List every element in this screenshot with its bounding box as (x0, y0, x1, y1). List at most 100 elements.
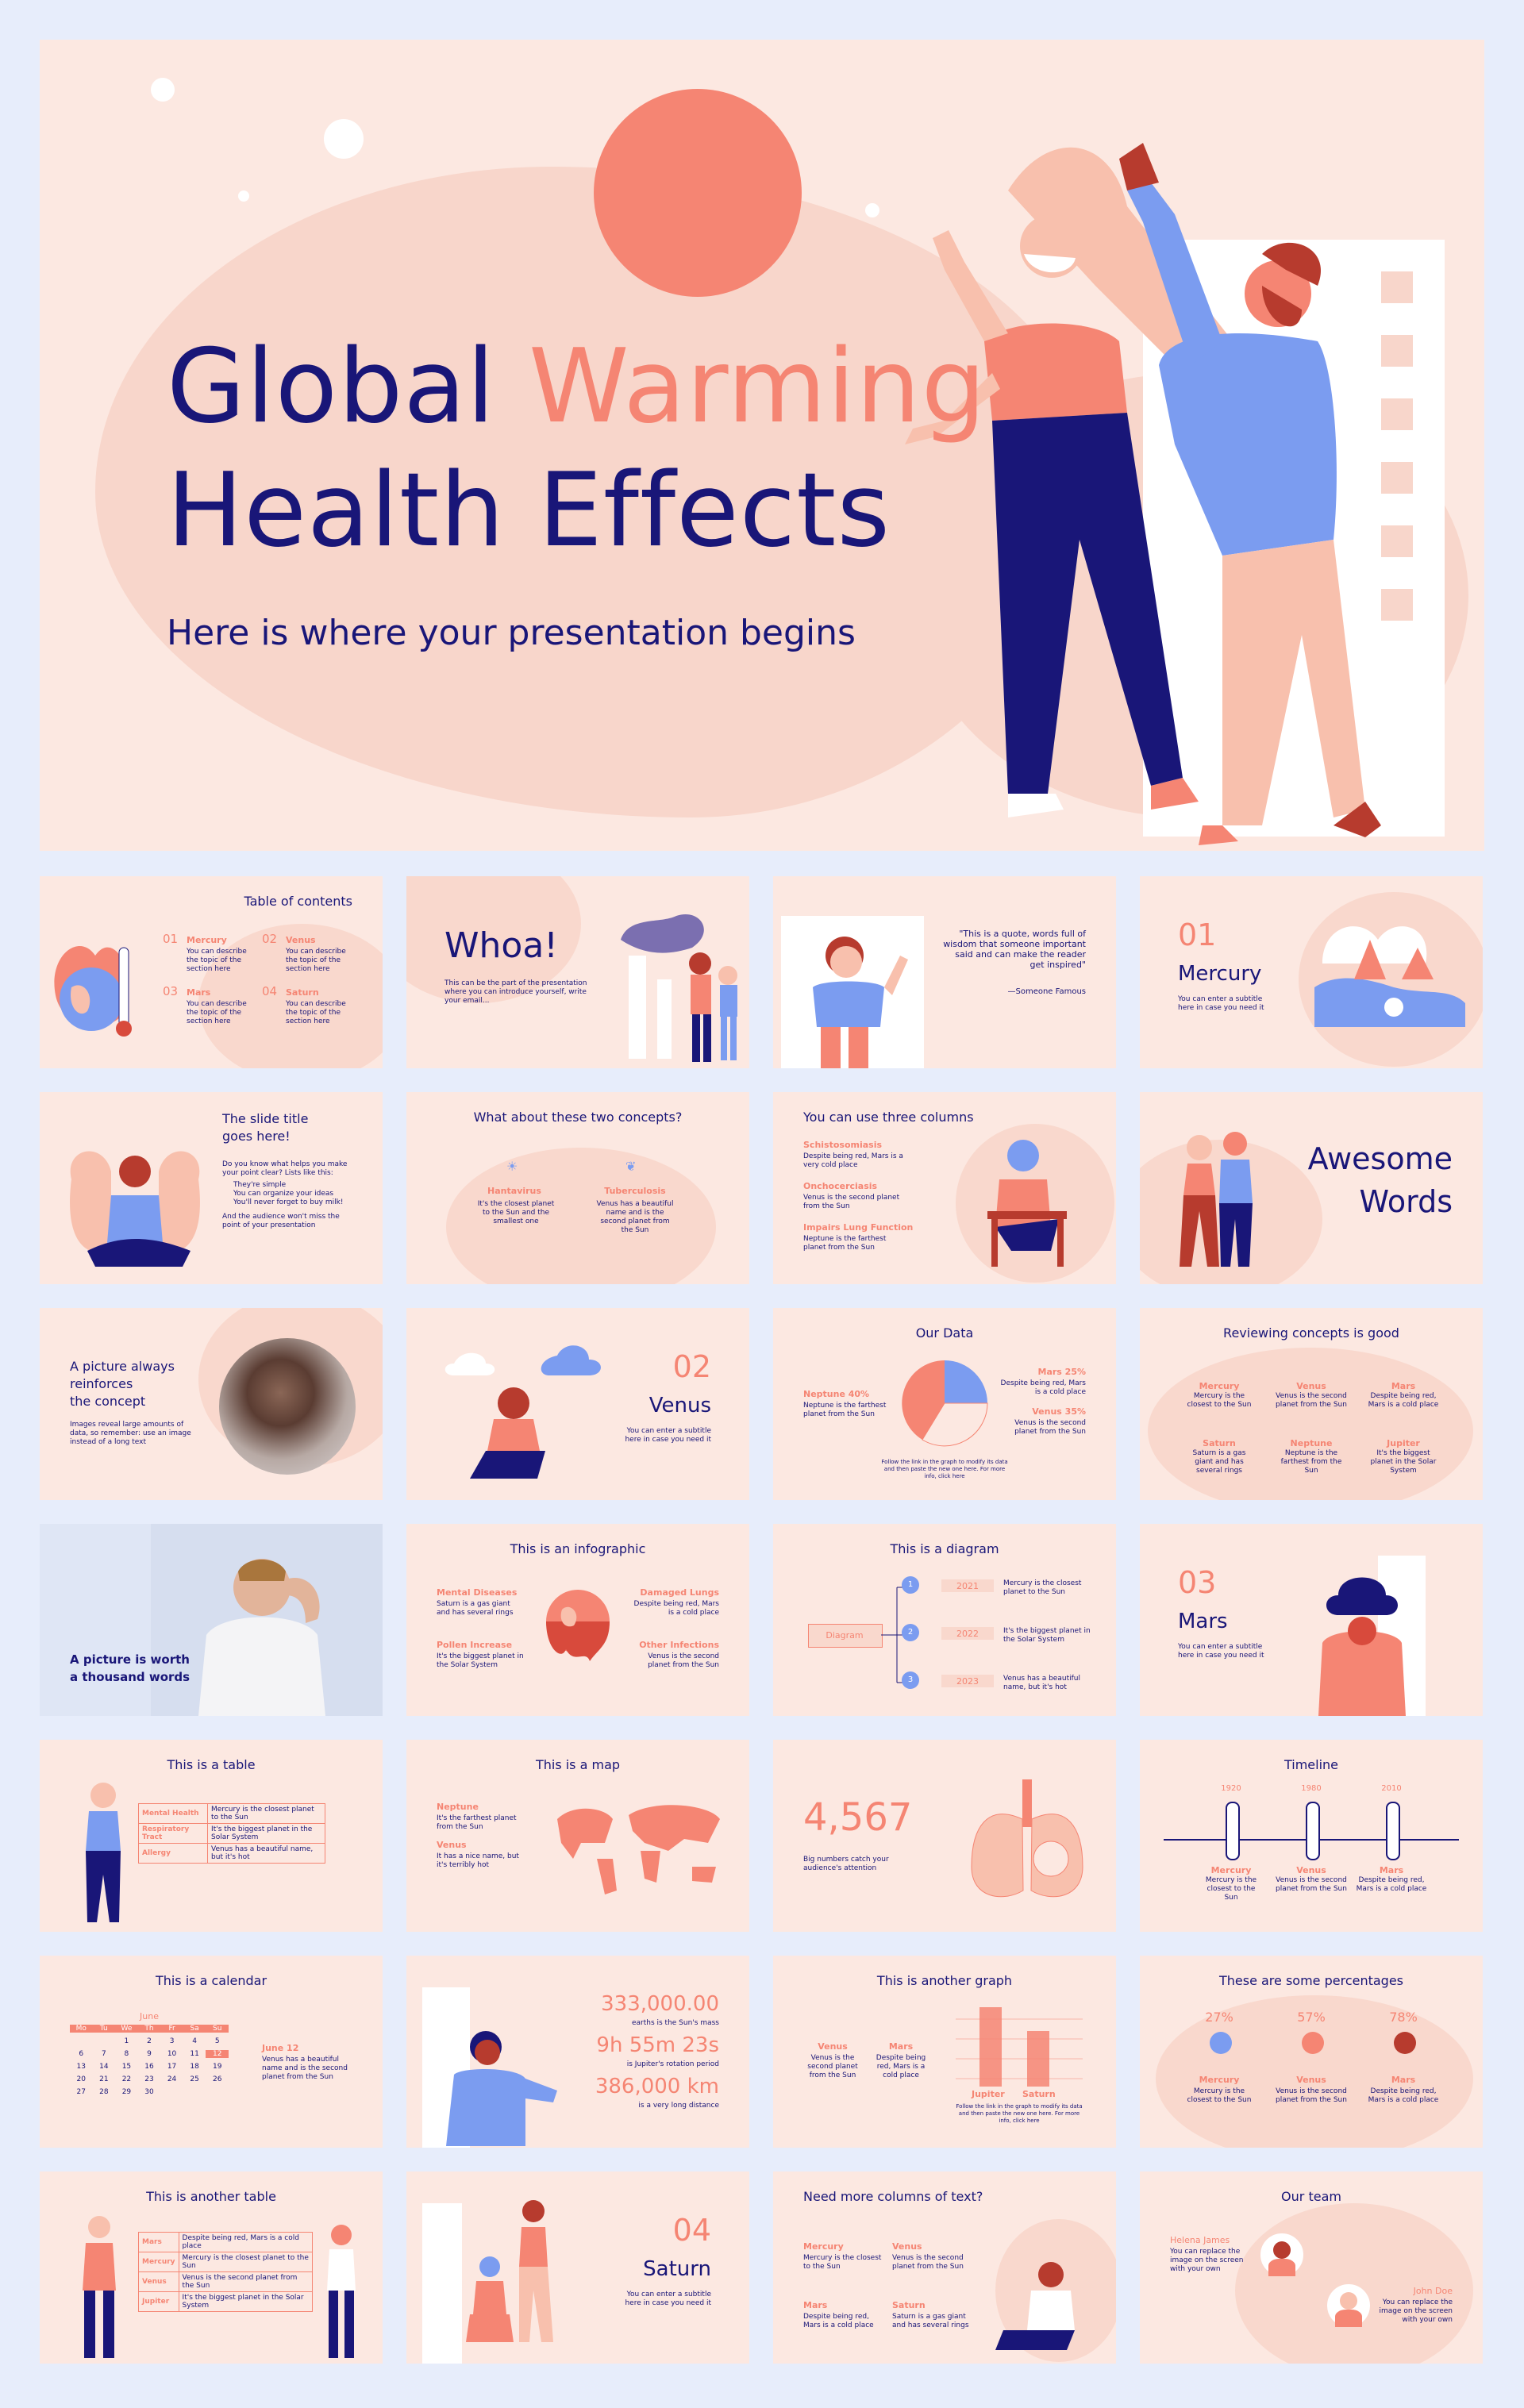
calendar-day[interactable]: 4 (192, 2037, 197, 2045)
calendar-day[interactable]: 22 (121, 2075, 132, 2083)
slide-table[interactable]: This is a table Mental Health Mercury is … (40, 1740, 383, 1932)
calendar-day[interactable]: 1 (124, 2037, 129, 2045)
calendar-day[interactable]: 18 (190, 2063, 199, 2071)
calendar-day[interactable] (183, 2088, 206, 2096)
slide-percentages[interactable]: These are some percentages 27% 57% 78% M… (1140, 1956, 1483, 2148)
slide-map[interactable]: This is a map Neptune It's the farthest … (406, 1740, 749, 1932)
calendar-day[interactable]: 16 (144, 2063, 154, 2071)
slide-picture-concept[interactable]: A picture always reinforces the concept … (40, 1308, 383, 1500)
calendar-day-header: Mo (70, 2025, 93, 2033)
sick-woman-chair-illustration (987, 1140, 1067, 1267)
calendar-day[interactable]: 7 (101, 2050, 106, 2058)
data-table: Mental Health Mercury is the closest plan… (137, 1803, 325, 1864)
earth-icon (1394, 2032, 1416, 2054)
slide-two-concepts[interactable]: What about these two concepts? ☀ ❦ Hanta… (406, 1092, 749, 1284)
wildfire-illustration (1314, 926, 1465, 1027)
calendar-day[interactable]: 19 (212, 2063, 222, 2071)
calendar-day[interactable]: 14 (99, 2063, 109, 2071)
calendar-day[interactable]: 12 (206, 2050, 229, 2058)
toc-item-venus[interactable]: Venus (286, 935, 316, 945)
calendar-day[interactable]: 8 (124, 2050, 129, 2058)
table-row: Jupiter It's the biggest planet in the So… (138, 2291, 314, 2312)
calendar-day[interactable]: 5 (214, 2037, 220, 2045)
slide-our-data[interactable]: Our Data Neptune 40% Neptune is the fart… (773, 1308, 1116, 1500)
calendar-day[interactable]: 15 (121, 2063, 132, 2071)
world-map (557, 1805, 720, 1894)
calendar-day[interactable] (206, 2088, 229, 2096)
calendar-day[interactable] (70, 2037, 93, 2045)
slide-our-team[interactable]: Our team Helena James You can replace th… (1140, 2171, 1483, 2364)
man-with-mask-illustration (83, 2216, 116, 2358)
woman-with-mask-illustration (327, 2225, 356, 2358)
slide-reviewing-concepts[interactable]: Reviewing concepts is good Mercury Mercu… (1140, 1308, 1483, 1500)
rain-cloud-illustration (444, 1345, 601, 1479)
calendar-day[interactable]: 23 (144, 2075, 154, 2083)
calendar-day-header: Su (206, 2025, 229, 2033)
slide-three-columns[interactable]: You can use three columns Schistosomiasi… (773, 1092, 1116, 1284)
toc-item-saturn[interactable]: Saturn (286, 987, 319, 998)
slide-calendar[interactable]: This is a calendar June Mo Tu We Th Fr Sa Su 1 2… (40, 1956, 383, 2148)
slide-thousand-words[interactable]: A picture is worth a thousand words (40, 1524, 383, 1716)
factory-people-illustration (621, 914, 737, 1062)
thermometer-icon (1386, 1802, 1400, 1860)
lungs-illustration (971, 1779, 1083, 1898)
table-row: Respiratory Tract It's the biggest planet… (137, 1823, 325, 1844)
calendar-day[interactable]: 25 (190, 2075, 199, 2083)
slide-more-columns[interactable]: Need more columns of text? Mercury Mercu… (773, 2171, 1116, 2364)
calendar-day-header: We (115, 2025, 138, 2033)
slide-infographic[interactable]: This is an infographic Mental Diseases S… (406, 1524, 749, 1716)
avatar (1326, 2283, 1372, 2329)
stressed-man-illustration (1318, 1577, 1406, 1716)
calendar-day[interactable]: 2 (147, 2037, 152, 2045)
couple-illustration (1180, 1132, 1253, 1267)
headache-man-photo (151, 1524, 383, 1716)
calendar-day[interactable]: 3 (169, 2037, 175, 2045)
title-slide[interactable]: Global Warming Health Effects Here is whe… (40, 40, 1484, 851)
calendar-day[interactable]: 10 (167, 2050, 177, 2058)
slide-whoa[interactable]: Whoa! This can be the part of the presen… (406, 876, 749, 1068)
slide-diagram[interactable]: This is a diagram Diagram 1 2 3 2021 202… (773, 1524, 1116, 1716)
slide-section-02[interactable]: 02 Venus You can enter a subtitle here i… (406, 1308, 749, 1500)
calendar-day-header: Tu (92, 2025, 116, 2033)
calendar-day[interactable]: 6 (79, 2050, 84, 2058)
slide-timeline[interactable]: Timeline 1920 1980 2010 Mercury Mercury … (1140, 1740, 1483, 1932)
slide-another-table[interactable]: This is another table Mars Despite being … (40, 2171, 383, 2364)
calendar-day[interactable]: 29 (121, 2088, 132, 2096)
slide-table-of-contents[interactable]: Table of contents 01 Mercury You can des… (40, 876, 383, 1068)
presentation-title: Global Warming Health Effects (167, 328, 987, 570)
calendar-day[interactable]: 28 (99, 2088, 109, 2096)
slide-big-number[interactable]: 4,567 Big numbers catch your audience's … (773, 1740, 1116, 1932)
toc-item-mars[interactable]: Mars (187, 987, 211, 998)
man-thinking-illustration (813, 937, 908, 1068)
slide-another-graph[interactable]: This is another graph Venus Venus is the… (773, 1956, 1116, 2148)
calendar-day[interactable]: 17 (167, 2063, 177, 2071)
calendar-day[interactable]: 9 (147, 2050, 152, 2058)
helping-people-illustration (466, 2200, 553, 2342)
calendar-day[interactable]: 27 (76, 2088, 86, 2096)
calendar-day[interactable]: 13 (76, 2063, 86, 2071)
coughing-man-illustration (446, 2031, 557, 2146)
slide-numbers[interactable]: 333,000.00 earths is the Sun's mass 9h 5… (406, 1956, 749, 2148)
table-row: Mercury Mercury is the closest planet to … (138, 2252, 314, 2272)
calendar-day[interactable]: 30 (144, 2088, 154, 2096)
calendar-day[interactable]: 11 (190, 2050, 199, 2058)
slide-title: Whoa! (444, 925, 558, 966)
slide-awesome-words[interactable]: Awesome Words (1140, 1092, 1483, 1284)
slide-section-01[interactable]: 01 Mercury You can enter a subtitle here… (1140, 876, 1483, 1068)
calendar-day[interactable]: 21 (99, 2075, 109, 2083)
bar-chart (956, 2007, 1083, 2087)
calendar-day-header: Th (137, 2025, 161, 2033)
sitting-man-illustration (995, 2262, 1075, 2350)
calendar-day[interactable] (160, 2088, 183, 2096)
toc-item-mercury[interactable]: Mercury (187, 935, 227, 945)
slide-quote[interactable]: "This is a quote, words full of wisdom t… (773, 876, 1116, 1068)
calendar-day[interactable]: 26 (212, 2075, 222, 2083)
calendar-day[interactable]: 20 (76, 2075, 86, 2083)
calendar-day[interactable]: 24 (167, 2075, 177, 2083)
pie-chart (902, 1360, 988, 1447)
calendar-day[interactable] (93, 2037, 116, 2045)
calendar-day-header: Sa (183, 2025, 206, 2033)
slide-title-goes-here[interactable]: The slide title goes here! Do you know w… (40, 1092, 383, 1284)
slide-section-03[interactable]: 03 Mars You can enter a subtitle here in… (1140, 1524, 1483, 1716)
slide-section-04[interactable]: 04 Saturn You can enter a subtitle here … (406, 2171, 749, 2364)
